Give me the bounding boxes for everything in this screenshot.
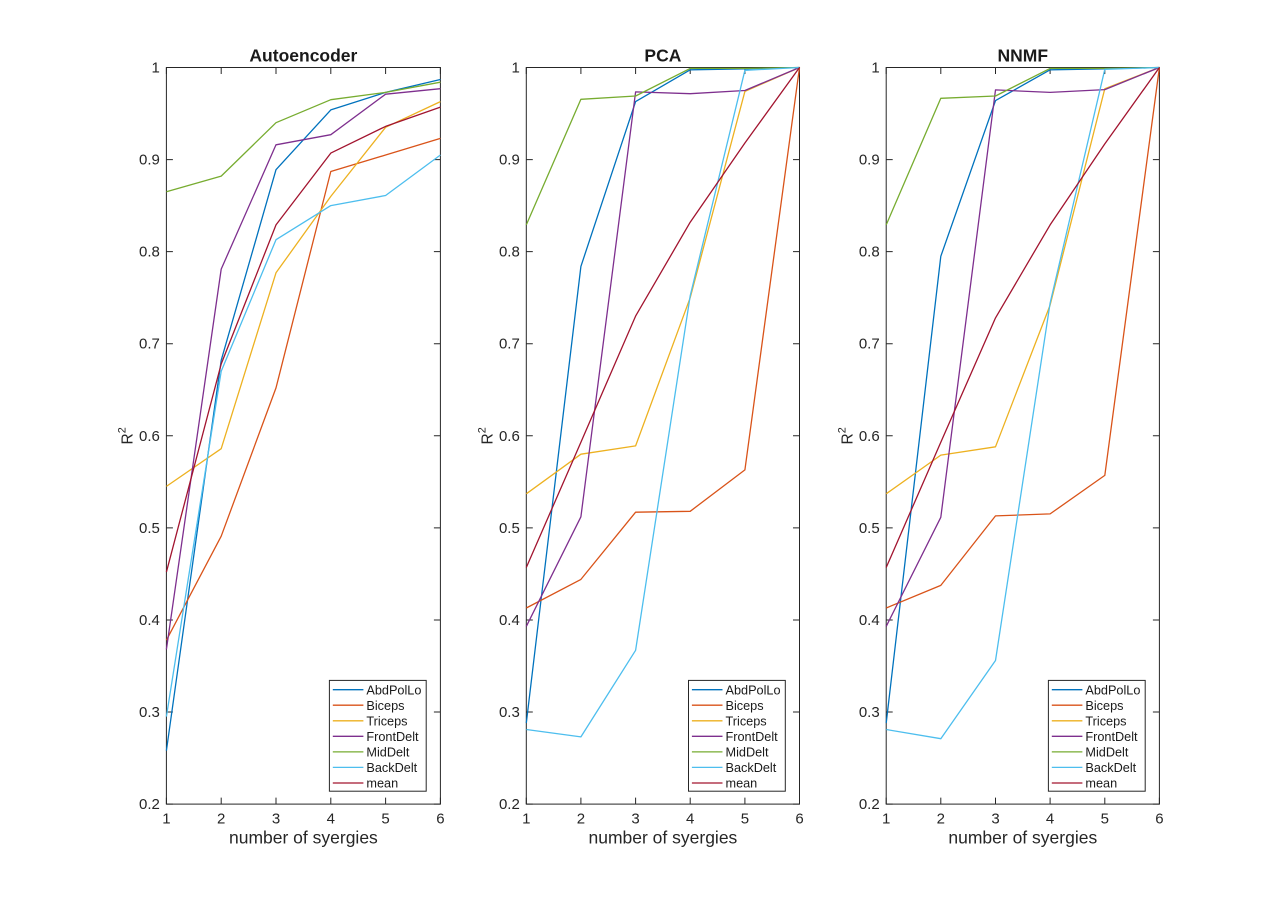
svg-text:2: 2 [937, 811, 945, 828]
svg-text:0.4: 0.4 [499, 612, 520, 629]
svg-text:0.2: 0.2 [859, 796, 880, 813]
svg-text:0.2: 0.2 [139, 796, 160, 813]
svg-text:Autoencoder: Autoencoder [249, 46, 357, 66]
svg-text:2: 2 [217, 811, 225, 828]
svg-text:MidDelt: MidDelt [366, 746, 409, 760]
svg-text:0.8: 0.8 [139, 244, 160, 261]
svg-text:number of syergies: number of syergies [588, 828, 737, 848]
svg-text:FrontDelt: FrontDelt [366, 730, 419, 744]
svg-text:1: 1 [511, 60, 519, 77]
svg-text:0.5: 0.5 [139, 520, 160, 537]
svg-text:mean: mean [726, 777, 758, 791]
svg-text:0.6: 0.6 [859, 428, 880, 445]
svg-text:Triceps: Triceps [726, 714, 767, 728]
svg-text:0.7: 0.7 [859, 336, 880, 353]
svg-text:3: 3 [991, 811, 999, 828]
svg-text:3: 3 [272, 811, 280, 828]
svg-text:1: 1 [522, 811, 530, 828]
svg-text:1: 1 [871, 60, 879, 77]
svg-text:5: 5 [1101, 811, 1109, 828]
svg-text:mean: mean [1085, 777, 1117, 791]
svg-text:PCA: PCA [644, 46, 681, 66]
svg-text:0.3: 0.3 [859, 704, 880, 721]
svg-text:MidDelt: MidDelt [726, 746, 769, 760]
svg-text:0.4: 0.4 [859, 612, 880, 629]
svg-text:NNMF: NNMF [998, 46, 1049, 66]
svg-text:1: 1 [882, 811, 890, 828]
svg-text:AbdPolLo: AbdPolLo [726, 683, 781, 697]
svg-text:4: 4 [686, 811, 694, 828]
svg-text:6: 6 [795, 811, 803, 828]
svg-text:Triceps: Triceps [1085, 714, 1126, 728]
svg-text:0.2: 0.2 [499, 796, 520, 813]
svg-text:0.9: 0.9 [139, 152, 160, 169]
svg-text:0.5: 0.5 [859, 520, 880, 537]
svg-text:0.8: 0.8 [499, 244, 520, 261]
svg-text:FrontDelt: FrontDelt [726, 730, 779, 744]
svg-text:0.6: 0.6 [499, 428, 520, 445]
svg-text:number of syergies: number of syergies [229, 828, 378, 848]
svg-text:5: 5 [381, 811, 389, 828]
svg-text:0.5: 0.5 [499, 520, 520, 537]
svg-text:0.6: 0.6 [139, 428, 160, 445]
svg-text:4: 4 [1046, 811, 1054, 828]
svg-text:6: 6 [436, 811, 444, 828]
svg-text:Triceps: Triceps [366, 714, 407, 728]
svg-text:0.8: 0.8 [859, 244, 880, 261]
svg-text:BackDelt: BackDelt [726, 761, 777, 775]
svg-text:number of syergies: number of syergies [948, 828, 1097, 848]
svg-text:2: 2 [577, 811, 585, 828]
svg-text:mean: mean [366, 777, 398, 791]
svg-text:5: 5 [741, 811, 749, 828]
svg-text:Biceps: Biceps [726, 699, 764, 713]
svg-text:Biceps: Biceps [366, 699, 404, 713]
svg-text:1: 1 [152, 60, 160, 77]
svg-text:3: 3 [631, 811, 639, 828]
svg-text:AbdPolLo: AbdPolLo [1085, 683, 1140, 697]
svg-text:FrontDelt: FrontDelt [1085, 730, 1138, 744]
svg-text:0.3: 0.3 [139, 704, 160, 721]
svg-text:0.7: 0.7 [499, 336, 520, 353]
svg-text:0.9: 0.9 [859, 152, 880, 169]
svg-text:6: 6 [1155, 811, 1163, 828]
svg-text:0.4: 0.4 [139, 612, 160, 629]
svg-text:1: 1 [162, 811, 170, 828]
svg-text:0.7: 0.7 [139, 336, 160, 353]
svg-text:0.3: 0.3 [499, 704, 520, 721]
svg-text:BackDelt: BackDelt [1085, 761, 1136, 775]
svg-text:0.9: 0.9 [499, 152, 520, 169]
svg-text:BackDelt: BackDelt [366, 761, 417, 775]
svg-text:AbdPolLo: AbdPolLo [366, 683, 421, 697]
svg-text:4: 4 [327, 811, 335, 828]
svg-text:MidDelt: MidDelt [1085, 746, 1128, 760]
svg-text:Biceps: Biceps [1085, 699, 1123, 713]
